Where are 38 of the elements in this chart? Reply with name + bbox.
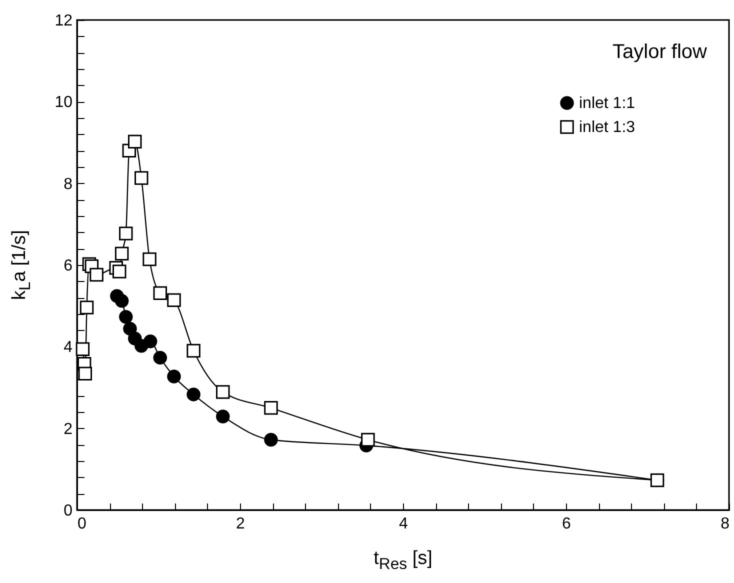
point xyxy=(186,344,200,358)
legend-label: inlet 1:3 xyxy=(579,119,636,136)
point xyxy=(76,342,90,356)
x-axis-title: t$_{Res}$ [s] xyxy=(372,548,434,574)
point xyxy=(153,350,168,365)
point xyxy=(128,134,142,149)
point xyxy=(167,293,181,307)
annotation: Taylor flow xyxy=(612,41,708,63)
y-tick-label: 8 xyxy=(64,176,73,193)
point xyxy=(143,334,158,348)
x-tick-label: 0 xyxy=(78,516,86,532)
point xyxy=(80,300,94,314)
point xyxy=(114,294,129,308)
y-tick-label: 2 xyxy=(64,420,73,438)
point xyxy=(112,264,126,278)
point xyxy=(216,385,230,399)
point xyxy=(186,388,200,402)
point xyxy=(119,226,133,240)
x-tick-label: 2 xyxy=(236,516,246,532)
y-tick-label: 4 xyxy=(64,339,73,356)
y-tick-label: 0 xyxy=(64,502,73,520)
point xyxy=(361,432,375,447)
x-tick-label: 6 xyxy=(562,516,572,532)
x-tick-label: 8 xyxy=(720,516,730,532)
x-tick-label: 4 xyxy=(399,516,408,532)
point xyxy=(167,370,181,384)
point xyxy=(119,310,133,324)
y-tick-label: 12 xyxy=(54,12,73,30)
point xyxy=(142,252,156,266)
point xyxy=(264,432,278,447)
point xyxy=(114,246,129,260)
point xyxy=(123,322,137,336)
legend-label: inlet 1:1 xyxy=(579,95,636,112)
y-tick-label: 6 xyxy=(64,258,73,274)
y-tick-label: 10 xyxy=(54,94,73,112)
point xyxy=(78,366,92,380)
point xyxy=(216,410,230,424)
point xyxy=(90,268,104,282)
